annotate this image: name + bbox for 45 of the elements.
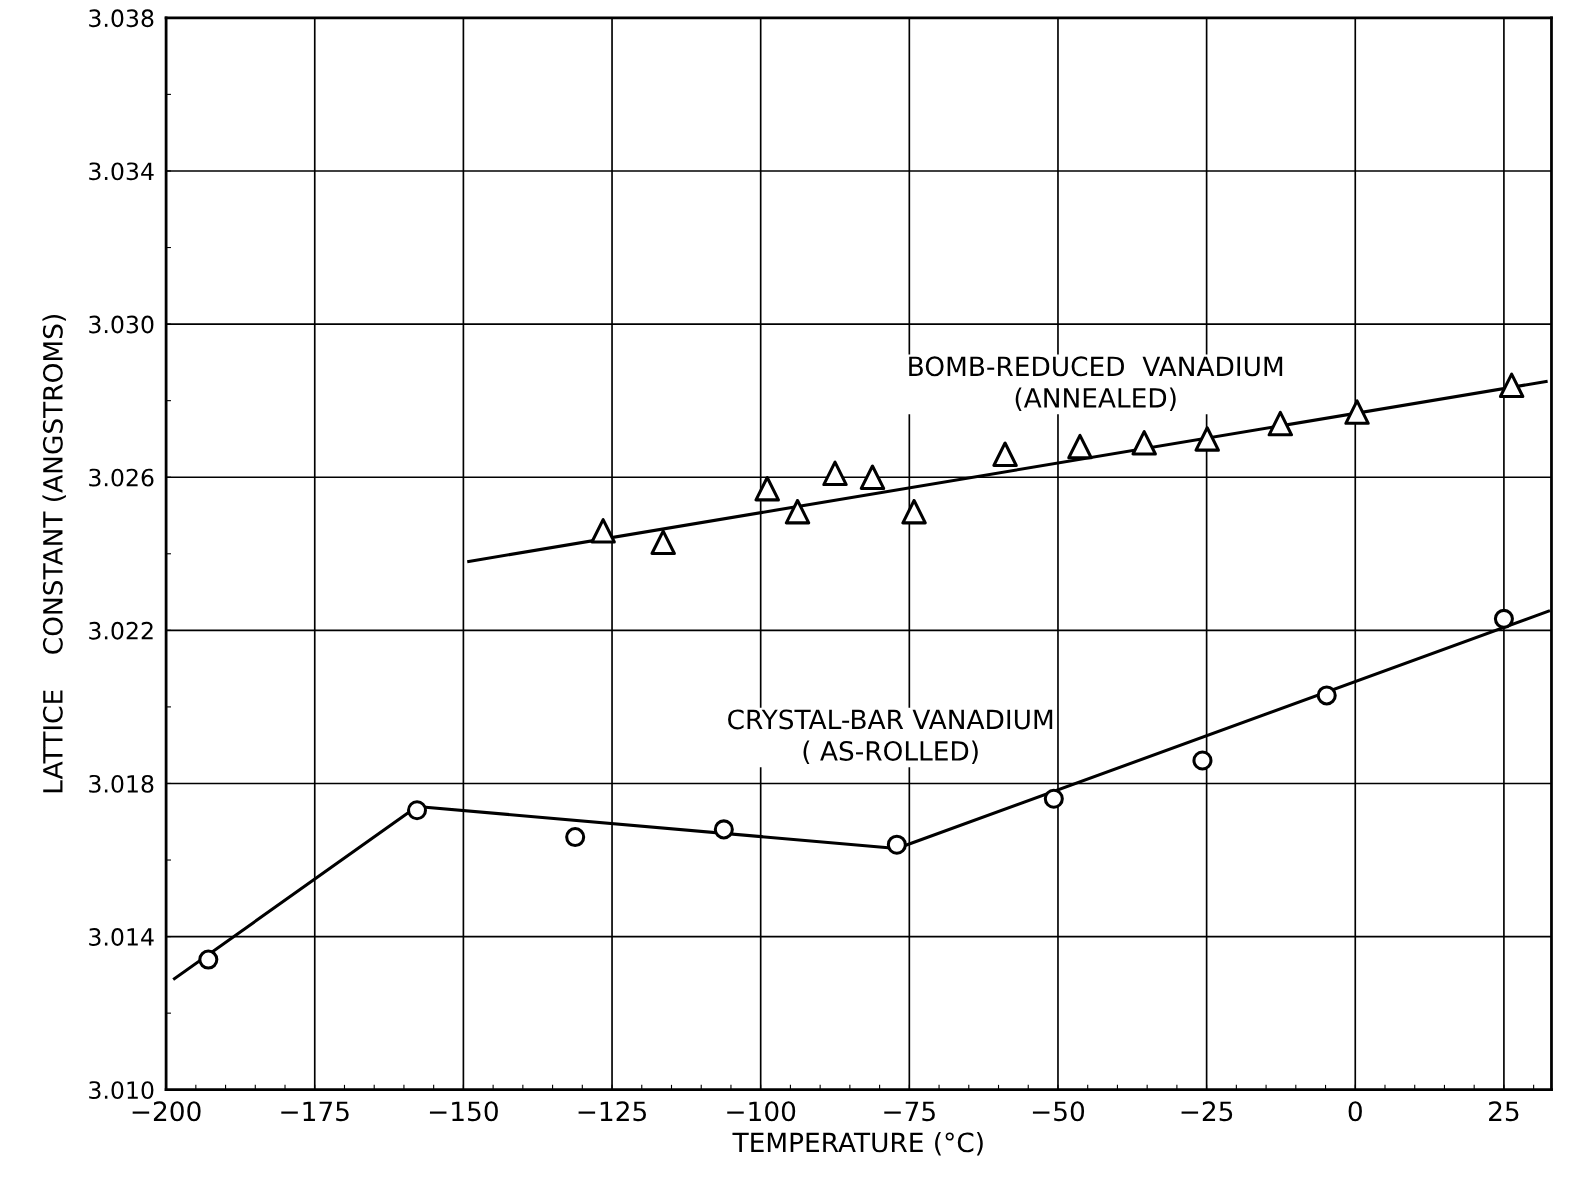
- point: [650, 529, 676, 556]
- series-label: BOMB-REDUCED VANADIUM (ANNEALED): [909, 356, 1283, 411]
- y-tick-label: 3.022: [89, 621, 153, 640]
- point: [406, 800, 428, 821]
- y-tick-label: 3.018: [89, 774, 154, 793]
- point: [198, 949, 219, 970]
- x-tick-label: 0: [1348, 1101, 1362, 1122]
- y-tick-label: 3.010: [89, 1081, 154, 1100]
- point: [1194, 426, 1220, 452]
- x-tick-label: −75: [884, 1101, 935, 1122]
- point: [754, 475, 780, 502]
- x-tick-label: 25: [1489, 1101, 1519, 1122]
- y-axis-title: LATTICE CONSTANT (ANGSTROMS): [42, 315, 66, 793]
- series-label: CRYSTAL-BAR VANADIUM ( AS-ROLLED): [728, 709, 1053, 765]
- point: [713, 819, 734, 840]
- y-tick-label: 3.038: [89, 9, 154, 28]
- y-tick-label: 3.014: [89, 928, 154, 946]
- x-axis-title: TEMPERATURE (°C): [732, 1131, 983, 1156]
- point: [901, 498, 927, 525]
- point: [1316, 685, 1337, 706]
- point: [1131, 430, 1157, 456]
- x-tick-label: −150: [429, 1101, 498, 1122]
- x-tick-label: −50: [1032, 1101, 1085, 1122]
- point: [1344, 399, 1370, 425]
- point: [822, 460, 848, 487]
- point: [590, 518, 616, 544]
- y-tick-label: 3.026: [89, 468, 154, 487]
- point: [1192, 750, 1213, 771]
- point: [992, 441, 1018, 467]
- point: [1498, 372, 1525, 399]
- point: [886, 834, 907, 855]
- y-tick-label: 3.034: [89, 162, 154, 181]
- x-tick-label: −175: [281, 1101, 349, 1122]
- point: [1267, 410, 1294, 437]
- point: [859, 464, 886, 490]
- point: [565, 827, 586, 848]
- y-tick-label: 3.030: [89, 315, 154, 334]
- point: [784, 498, 811, 525]
- x-tick-label: −100: [727, 1101, 796, 1122]
- point: [1067, 433, 1093, 460]
- point: [1043, 788, 1064, 809]
- x-tick-label: −25: [1181, 1101, 1233, 1122]
- point: [1493, 608, 1514, 629]
- x-tick-label: −200: [132, 1101, 201, 1122]
- x-tick-label: −125: [578, 1101, 646, 1122]
